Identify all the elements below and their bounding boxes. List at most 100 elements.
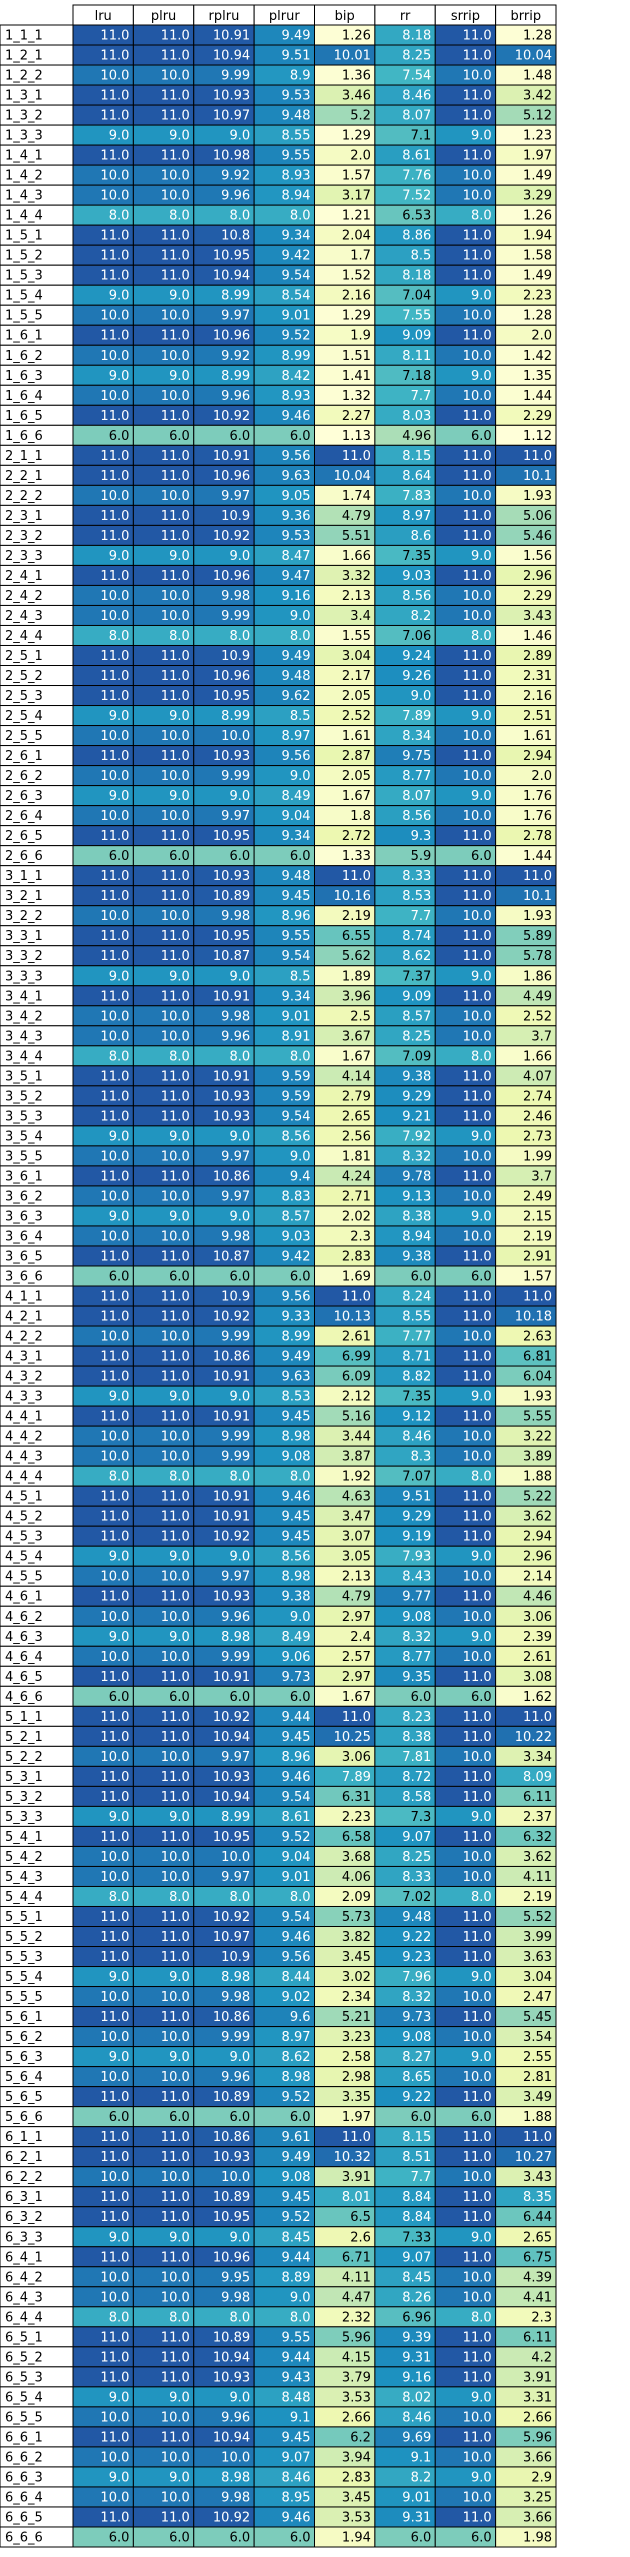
cell-value: 7.09 [402, 1049, 431, 1064]
row-label: 6_4_4 [5, 2310, 43, 2325]
row-label: 4_4_3 [5, 1450, 43, 1465]
cell-value: 9.29 [402, 1089, 431, 1104]
row-label: 4_5_5 [5, 1570, 43, 1585]
cell-value: 11.0 [161, 2010, 190, 2025]
cell-value: 9.45 [282, 2190, 311, 2205]
cell-value: 2.39 [523, 1630, 552, 1645]
cell-value: 10.01 [334, 49, 371, 64]
cell-value: 8.0 [109, 1470, 130, 1485]
cell-value: 10.0 [100, 2070, 129, 2085]
cell-value: 10.97 [213, 109, 250, 124]
cell-value: 11.0 [342, 1710, 371, 1725]
cell-value: 1.57 [342, 169, 371, 184]
cell-value: 8.25 [402, 49, 431, 64]
cell-value: 10.32 [334, 2150, 371, 2165]
cell-value: 9.0 [471, 2230, 492, 2245]
cell-value: 1.48 [523, 69, 552, 84]
row-label: 3_6_5 [5, 1249, 43, 1264]
cell-value: 11.0 [100, 569, 129, 584]
cell-value: 6.11 [523, 2330, 552, 2345]
cell-value: 7.7 [411, 2170, 432, 2185]
cell-value: 6.0 [290, 2530, 311, 2545]
cell-value: 9.0 [169, 549, 190, 564]
cell-value: 10.0 [463, 769, 492, 784]
cell-value: 3.79 [342, 2370, 371, 2385]
cell-value: 10.93 [213, 1089, 250, 1104]
cell-value: 8.0 [290, 209, 311, 224]
cell-value: 11.0 [100, 2010, 129, 2025]
cell-value: 11.0 [463, 2150, 492, 2165]
row-label: 5_6_1 [5, 2010, 43, 2025]
cell-value: 9.97 [221, 1570, 250, 1585]
cell-value: 8.49 [282, 789, 311, 804]
cell-value: 1.61 [342, 729, 371, 744]
cell-value: 9.42 [282, 1249, 311, 1264]
cell-value: 9.0 [290, 769, 311, 784]
cell-value: 9.0 [229, 549, 250, 564]
cell-value: 9.34 [282, 829, 311, 844]
row-label: 4_3_1 [5, 1350, 43, 1365]
cell-value: 10.0 [463, 2290, 492, 2305]
cell-value: 8.93 [282, 389, 311, 404]
cell-value: 10.0 [463, 1750, 492, 1765]
cell-value: 11.0 [463, 869, 492, 884]
cell-value: 6.0 [471, 1269, 492, 1284]
cell-value: 2.3 [531, 2310, 552, 2325]
cell-value: 9.73 [282, 1670, 311, 1685]
cell-value: 2.19 [523, 1229, 552, 1244]
cell-value: 2.31 [523, 669, 552, 684]
row-label: 2_5_5 [5, 729, 43, 744]
cell-value: 9.34 [282, 229, 311, 244]
cell-value: 10.0 [463, 729, 492, 744]
cell-value: 9.45 [282, 1530, 311, 1545]
cell-value: 11.0 [161, 869, 190, 884]
cell-value: 8.2 [411, 2470, 432, 2485]
cell-value: 11.0 [100, 1950, 129, 1965]
cell-value: 8.49 [282, 1630, 311, 1645]
cell-value: 10.91 [213, 1370, 250, 1385]
row-label: 2_5_1 [5, 649, 43, 664]
cell-value: 3.7 [531, 1169, 552, 1184]
cell-value: 4.15 [342, 2350, 371, 2365]
cell-value: 8.57 [282, 1209, 311, 1224]
cell-value: 9.46 [282, 1770, 311, 1785]
cell-value: 2.94 [523, 1530, 552, 1545]
column-header-brrip: brrip [511, 9, 542, 24]
cell-value: 8.18 [402, 29, 431, 44]
cell-value: 5.46 [523, 529, 552, 544]
cell-value: 1.32 [342, 389, 371, 404]
cell-value: 6.0 [411, 1269, 432, 1284]
row-label: 6_2_2 [5, 2170, 43, 2185]
cell-value: 6.0 [229, 1690, 250, 1705]
cell-value: 9.99 [221, 1430, 250, 1445]
cell-value: 9.0 [109, 129, 130, 144]
column-header-bip: bip [335, 9, 355, 24]
cell-value: 10.94 [213, 2430, 250, 2445]
cell-value: 11.0 [100, 2430, 129, 2445]
cell-value: 2.02 [342, 1209, 371, 1224]
cell-value: 11.0 [100, 2090, 129, 2105]
cell-value: 9.0 [471, 1630, 492, 1645]
row-label: 3_4_1 [5, 989, 43, 1004]
cell-value: 11.0 [463, 509, 492, 524]
cell-value: 10.0 [161, 2030, 190, 2045]
cell-value: 6.0 [169, 849, 190, 864]
cell-value: 11.0 [342, 1290, 371, 1305]
cell-value: 2.72 [342, 829, 371, 844]
cell-value: 3.22 [523, 1430, 552, 1445]
cell-value: 10.22 [515, 1730, 552, 1745]
row-label: 1_4_1 [5, 149, 43, 164]
cell-value: 11.0 [161, 2430, 190, 2445]
cell-value: 11.0 [463, 1089, 492, 1104]
cell-value: 2.13 [342, 1570, 371, 1585]
cell-value: 10.0 [100, 909, 129, 924]
cell-value: 11.0 [161, 89, 190, 104]
cell-value: 8.0 [290, 1470, 311, 1485]
cell-value: 9.98 [221, 2290, 250, 2305]
cell-value: 1.8 [350, 809, 371, 824]
cell-value: 9.53 [282, 529, 311, 544]
cell-value: 8.0 [290, 2310, 311, 2325]
cell-value: 9.52 [282, 329, 311, 344]
cell-value: 9.0 [229, 129, 250, 144]
cell-value: 11.0 [463, 149, 492, 164]
